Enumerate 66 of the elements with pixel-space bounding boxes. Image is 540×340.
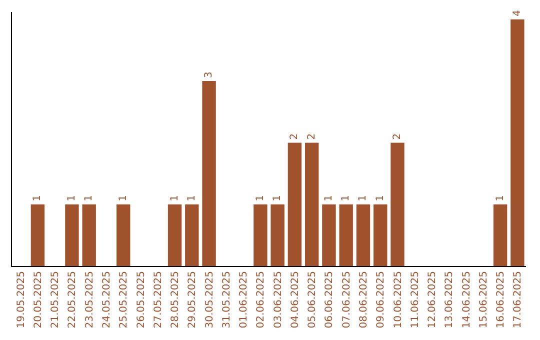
x-tick-label: 14.06.2025: [461, 271, 472, 328]
data-label: 4: [512, 10, 523, 16]
data-label: 2: [289, 133, 300, 140]
bar: [322, 204, 336, 266]
x-tick-label: 22.05.2025: [67, 271, 78, 328]
x-tick-label: 04.06.2025: [290, 271, 301, 328]
x-tick-label: 28.05.2025: [170, 271, 182, 328]
x-tick-label: 24.05.2025: [101, 271, 112, 328]
data-label: 1: [118, 194, 129, 202]
x-tick-label: 15.06.2025: [478, 271, 490, 328]
x-tick-label: 19.05.2025: [16, 271, 27, 328]
x-tick-label: 26.05.2025: [136, 271, 147, 328]
data-label: 1: [254, 194, 266, 202]
bar: [304, 142, 319, 266]
x-tick-label: 06.06.2025: [324, 271, 336, 328]
x-tick-label: 25.05.2025: [118, 271, 130, 328]
x-tick-label: 27.05.2025: [152, 271, 164, 328]
x-tick-label: 29.05.2025: [187, 271, 198, 328]
bar: [202, 81, 216, 266]
x-tick-label: 09.06.2025: [376, 271, 387, 328]
x-tick-label: 30.05.2025: [204, 271, 216, 328]
data-label: 1: [494, 194, 506, 202]
x-tick-label: 16.06.2025: [496, 271, 507, 328]
x-tick-label: 20.05.2025: [32, 271, 44, 328]
data-label: 1: [358, 194, 369, 202]
data-label: 1: [84, 194, 95, 202]
x-tick-label: 10.06.2025: [392, 271, 404, 328]
data-label: 2: [306, 133, 318, 140]
data-label: 2: [392, 133, 403, 140]
x-tick-label: 21.05.2025: [50, 271, 62, 328]
bar: [254, 204, 268, 266]
bar: [339, 204, 353, 266]
bar: [168, 204, 182, 266]
data-label: 1: [340, 194, 352, 202]
data-label: 1: [32, 194, 44, 202]
bar: [65, 204, 79, 266]
bar: [30, 204, 45, 266]
bar: [390, 142, 404, 266]
bar: [82, 204, 96, 266]
x-tick-label: 11.06.2025: [410, 271, 421, 328]
bar: [493, 204, 508, 266]
x-tick-label: 13.06.2025: [444, 271, 456, 328]
x-tick-label: 01.06.2025: [238, 271, 250, 328]
x-tick-label: 08.06.2025: [358, 271, 370, 328]
bar: [356, 204, 370, 266]
x-tick-label: 31.05.2025: [221, 271, 232, 328]
x-tick-label: 02.06.2025: [256, 271, 267, 328]
bar: [185, 204, 199, 266]
data-label: 3: [204, 72, 215, 78]
x-tick-label: 05.06.2025: [307, 271, 318, 328]
bar: [374, 204, 388, 266]
data-label: 1: [323, 194, 334, 202]
bar: [288, 142, 302, 266]
bar: [510, 19, 524, 266]
x-tick-label: 17.06.2025: [512, 271, 524, 328]
bar: [116, 204, 130, 266]
x-tick-label: 07.06.2025: [341, 271, 352, 328]
x-tick-label: 03.06.2025: [272, 271, 284, 328]
data-label: 1: [272, 194, 284, 202]
data-label: 1: [169, 194, 180, 202]
x-tick-label: 23.05.2025: [84, 271, 96, 328]
bar: [270, 204, 284, 266]
x-tick-label: 12.06.2025: [427, 271, 438, 328]
data-label: 1: [66, 194, 78, 202]
data-label: 1: [186, 194, 198, 202]
data-label: 1: [374, 194, 386, 202]
